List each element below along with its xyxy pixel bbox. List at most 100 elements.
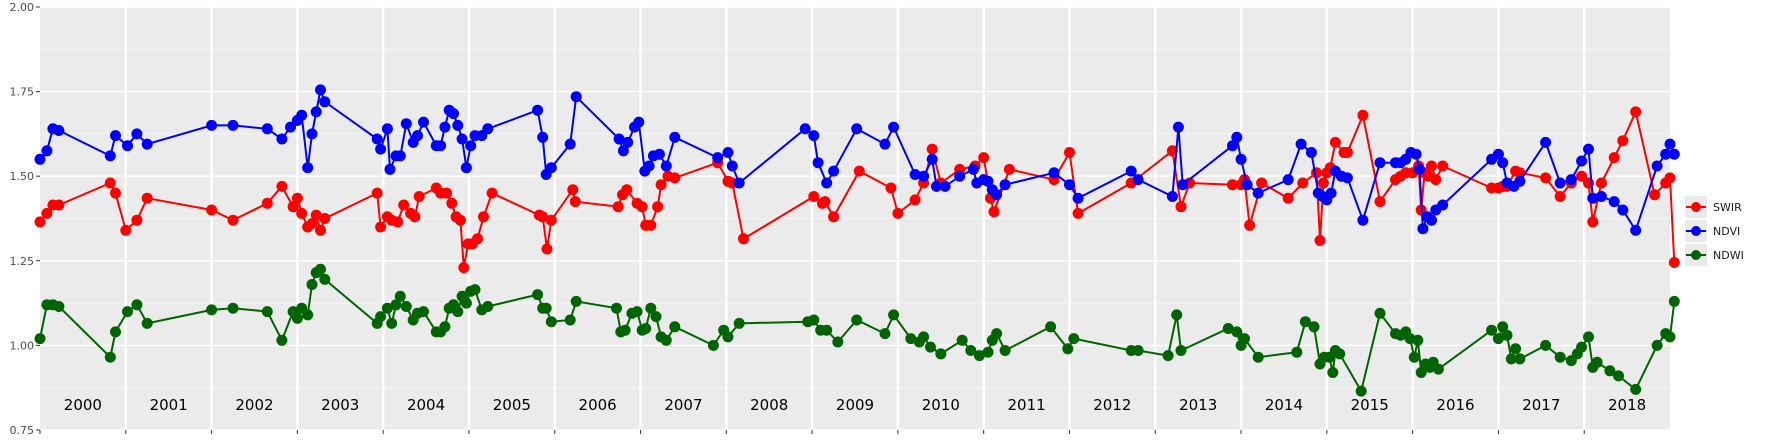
ndvi-point (1295, 138, 1307, 150)
ndwi-point (291, 312, 303, 324)
ndwi-point (131, 299, 143, 311)
ndvi-point (206, 119, 218, 131)
swir-point (1329, 136, 1341, 148)
swir-point (287, 201, 299, 213)
ndvi-point (1576, 155, 1588, 167)
ndwi-point (1412, 334, 1424, 346)
ndvi-point (851, 123, 863, 135)
swir-point (636, 201, 648, 213)
swir-point (645, 219, 657, 231)
legend-key-dot (1691, 226, 1701, 236)
y-axis: 0.75 1.00 1.25 1.50 1.75 2.00 (10, 1, 40, 437)
ndvi-point (1374, 157, 1386, 169)
swir-point (537, 211, 549, 223)
legend-item-ndvi: NDVI (1685, 219, 1765, 243)
swir-point (1317, 177, 1329, 189)
ndwi-point (1514, 353, 1526, 365)
ndvi-point (276, 133, 288, 145)
ndwi-point (482, 301, 494, 312)
swir-point (1341, 147, 1353, 158)
series-swir (34, 106, 1680, 274)
ndvi-point (926, 153, 938, 165)
swir-point (1630, 106, 1642, 118)
ndvi-point (1231, 131, 1243, 143)
swir-point (1664, 172, 1676, 184)
ndwi-point (733, 317, 745, 329)
ndvi-point (918, 170, 930, 182)
ndwi-point (1630, 383, 1642, 395)
ndvi-point (1325, 187, 1337, 199)
ndvi-point (570, 91, 582, 103)
ndwi-point (645, 302, 657, 314)
ndvi-point (381, 123, 393, 135)
ndvi-point (1410, 148, 1422, 160)
ndwi-point (375, 311, 387, 323)
ndwi-point (570, 295, 582, 307)
legend-label-ndvi: NDVI (1713, 224, 1741, 238)
ndvi-point (613, 133, 625, 145)
ndvi-point (1437, 199, 1449, 211)
swir-point (1437, 160, 1449, 172)
ndwi-point (611, 302, 622, 314)
y-tick-label: 1.00 (10, 339, 35, 352)
ndvi-point (799, 123, 811, 135)
ndvi-point (412, 130, 423, 142)
swir-point (1426, 160, 1437, 172)
ndvi-point (537, 131, 549, 143)
swir-point (53, 199, 65, 211)
ndwi-point (999, 345, 1011, 356)
year-label: 2008 (750, 396, 788, 414)
ndwi-point (879, 328, 891, 340)
ndwi-point (1583, 331, 1594, 343)
year-label: 2014 (1265, 396, 1303, 414)
swir-point (375, 221, 387, 233)
ndwi-point (956, 334, 968, 346)
ndwi-point (1171, 309, 1183, 321)
ndwi-point (319, 273, 331, 285)
series-ndvi (34, 84, 1680, 236)
ndvi-point (1166, 191, 1178, 202)
swir-point (652, 201, 664, 213)
ndvi-point (888, 121, 900, 133)
swir-point (738, 233, 749, 245)
ndvi-point (1235, 153, 1247, 165)
swir-point (110, 187, 121, 199)
ndvi-point (452, 119, 464, 131)
ndwi-point (1291, 346, 1303, 358)
swir-point (1072, 207, 1084, 219)
swir-point (306, 218, 318, 230)
swir-point (310, 209, 322, 221)
ndvi-point (954, 170, 966, 182)
ndwi-point (276, 334, 288, 346)
ndwi-point (206, 304, 218, 316)
ndwi-point (302, 309, 314, 321)
ndwi-point (439, 321, 451, 333)
year-label: 2018 (1608, 396, 1646, 414)
y-tick-label: 1.25 (10, 255, 35, 268)
ndvi-point (104, 150, 116, 162)
ndwi-point (631, 306, 643, 318)
swir-point (413, 191, 425, 202)
swir-point (296, 207, 308, 219)
year-label: 2009 (836, 396, 874, 414)
swir-point (1430, 174, 1442, 186)
ndwi-point (935, 348, 947, 360)
year-label: 2013 (1179, 396, 1217, 414)
ndvi-point (131, 128, 143, 140)
ndvi-point (660, 160, 672, 172)
ndvi-point (1282, 174, 1294, 186)
ndwi-point (1045, 321, 1057, 333)
swir-point (120, 224, 132, 236)
ndwi-point (1308, 321, 1320, 333)
swir-point (988, 206, 1000, 218)
ndvi-point (1630, 224, 1642, 236)
ndvi-point (227, 119, 239, 131)
ndvi-point (315, 84, 326, 96)
swir-point (227, 214, 239, 226)
swir-point (472, 233, 483, 245)
y-tick-label: 0.75 (10, 424, 35, 437)
x-axis (39, 430, 1585, 434)
ndvi-point (319, 96, 331, 108)
swir-point (612, 201, 624, 213)
ndvi-point (1341, 172, 1353, 184)
